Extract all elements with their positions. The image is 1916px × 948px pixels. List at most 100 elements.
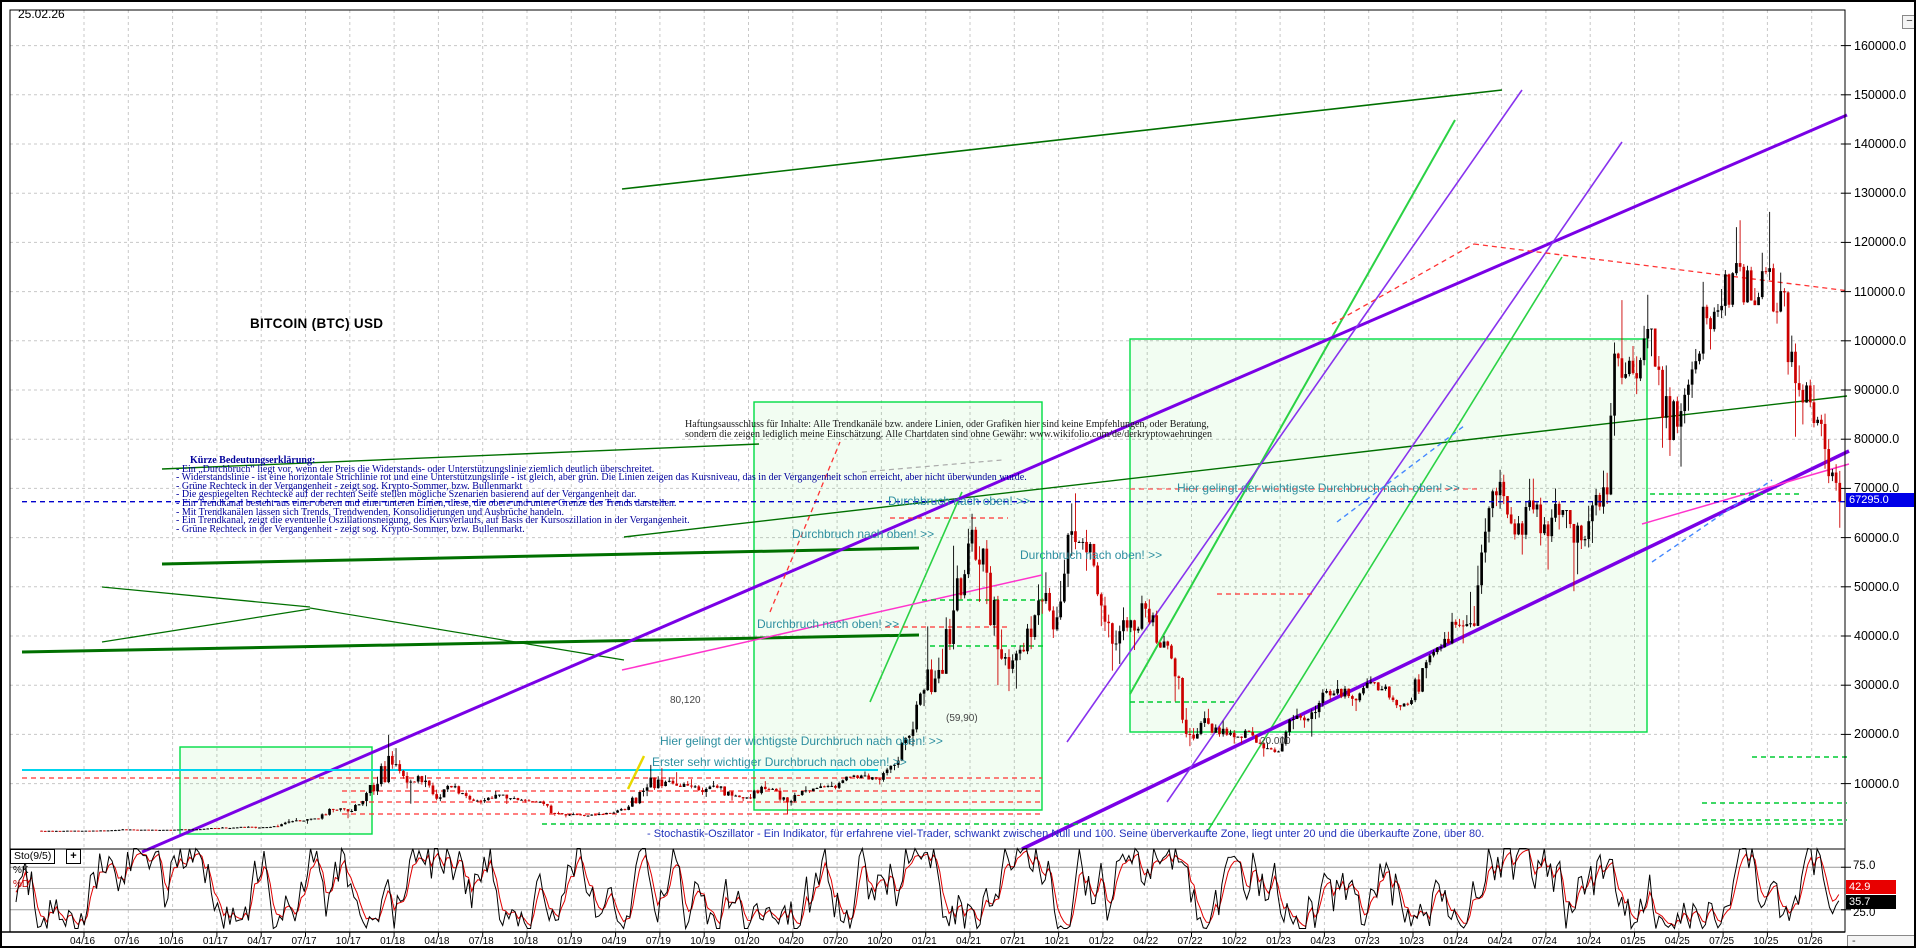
x-axis-label: 07/24 bbox=[1531, 936, 1557, 947]
stochastic-settings-button[interactable]: Sto(9/5) bbox=[10, 849, 56, 864]
trend-line bbox=[1206, 256, 1563, 833]
legend-block: Kürze Bedeutungserklärung: - Ein „Durchb… bbox=[176, 455, 1027, 535]
price-axis-label: 150000.0 bbox=[1854, 87, 1907, 102]
trend-line bbox=[1129, 119, 1456, 695]
legend-item: - Grüne Rechteck in der Vergangenheit - … bbox=[176, 523, 525, 535]
trend-line bbox=[161, 546, 920, 566]
stochastic-upper-level-label: 75.0 bbox=[1853, 860, 1876, 872]
legend-item: - Ein „Durchbruch“ liegt vor, wenn der P… bbox=[176, 463, 655, 475]
price-axis-label: 20000.0 bbox=[1854, 727, 1900, 742]
price-axis-label: 90000.0 bbox=[1854, 383, 1900, 397]
trend-line bbox=[1641, 463, 1850, 525]
trend-line bbox=[1066, 89, 1523, 743]
date-label: 25.02.26 bbox=[18, 7, 65, 21]
trend-line bbox=[1166, 141, 1623, 803]
x-axis-label: 01/19 bbox=[557, 936, 583, 947]
x-axis-label: 04/17 bbox=[247, 936, 273, 947]
price-axis-label: 50000.0 bbox=[1854, 579, 1900, 594]
legend-item: - Die gespiegelten Rechtecke auf der rec… bbox=[176, 489, 637, 501]
x-axis-label: 04/21 bbox=[956, 936, 982, 947]
x-axis-label: 07/21 bbox=[1000, 936, 1026, 947]
price-axis-label: 130000.0 bbox=[1854, 186, 1907, 201]
breakout-annotation: Durchbruch nach oben! >> bbox=[888, 494, 1031, 508]
trend-line bbox=[1473, 243, 1850, 292]
x-axis-label: 04/19 bbox=[601, 936, 627, 947]
current-price-badge: 67295.0 bbox=[1846, 493, 1914, 507]
price-axis-label: 120000.0 bbox=[1854, 235, 1907, 250]
trend-line bbox=[141, 113, 1848, 854]
x-axis-label: 01/22 bbox=[1088, 936, 1114, 947]
x-axis-label: 10/17 bbox=[335, 936, 361, 947]
trend-line bbox=[861, 459, 1003, 473]
x-axis-label: 10/25 bbox=[1753, 936, 1779, 947]
trend-line bbox=[626, 755, 646, 790]
breakout-annotation: Hier gelingt der wichtigste Durchbruch n… bbox=[1177, 481, 1460, 495]
trend-line bbox=[621, 89, 1503, 190]
axis-minus-button[interactable]: - bbox=[1847, 935, 1914, 946]
x-axis-label: 04/16 bbox=[70, 936, 96, 947]
page-title: BITCOIN (BTC) USD bbox=[250, 316, 384, 331]
stochastic-k-value-badge: 35.7 bbox=[1846, 895, 1896, 909]
x-axis-label: 10/20 bbox=[867, 936, 893, 947]
breakout-annotation: Erster sehr wichtiger Durchbruch nach ob… bbox=[652, 755, 907, 769]
price-axis-label: 140000.0 bbox=[1854, 137, 1907, 151]
x-axis-label: 04/23 bbox=[1310, 936, 1336, 947]
x-axis-label: 10/19 bbox=[690, 936, 716, 947]
x-axis-label: 07/17 bbox=[291, 936, 317, 947]
x-axis-label: 01/21 bbox=[911, 936, 937, 947]
legend-item: - Ein Trendkanal, zeigt die eventuelle O… bbox=[176, 515, 690, 527]
krypto-sommer-rectangle bbox=[1129, 338, 1648, 733]
trend-line bbox=[101, 586, 311, 608]
legend-title: Kürze Bedeutungserklärung: bbox=[190, 455, 316, 466]
x-axis-label: 04/20 bbox=[778, 936, 804, 947]
breakout-annotation: Durchbruch nach oben! >> bbox=[792, 527, 935, 541]
x-axis-label: 07/22 bbox=[1177, 936, 1203, 947]
x-axis-label: 04/25 bbox=[1664, 936, 1690, 947]
trend-line bbox=[1331, 243, 1475, 325]
chart-measure-label: (59,90) bbox=[946, 713, 978, 724]
breakout-annotation: Hier gelingt der wichtigste Durchbruch n… bbox=[660, 734, 943, 748]
x-axis-label: 07/25 bbox=[1709, 936, 1735, 947]
krypto-sommer-rectangle bbox=[179, 746, 373, 835]
disclaimer-line1: Haftungsausschluss für Inhalte: Alle Tre… bbox=[685, 419, 1209, 430]
trend-line bbox=[21, 633, 920, 654]
price-axis-label: 10000.0 bbox=[1854, 776, 1900, 791]
collapse-chart-button[interactable]: − bbox=[1902, 15, 1914, 29]
add-indicator-button[interactable]: + bbox=[66, 849, 81, 864]
x-axis-label: 07/19 bbox=[645, 936, 671, 947]
x-axis-label: 07/23 bbox=[1354, 936, 1380, 947]
x-axis-label: 04/22 bbox=[1133, 936, 1159, 947]
stochastic-k-label: %K bbox=[13, 865, 29, 876]
x-axis-label: 01/25 bbox=[1620, 936, 1646, 947]
price-axis-label: 80000.0 bbox=[1854, 432, 1900, 447]
stochastic-d-value-badge: 42.9 bbox=[1846, 880, 1896, 894]
trend-line bbox=[869, 491, 963, 703]
legend-item: - Widerstandslinie - ist eine horizontal… bbox=[176, 472, 1027, 484]
disclaimer-line2: sondern die zeigen lediglich meine Einsc… bbox=[685, 429, 1212, 440]
x-axis-label: 07/20 bbox=[823, 936, 849, 947]
stochastic-description: - Stochastik-Oszillator - Ein Indikator,… bbox=[647, 828, 1485, 840]
price-axis-label: 160000.0 bbox=[1854, 38, 1907, 53]
x-axis-label: 10/22 bbox=[1221, 936, 1247, 947]
chart-measure-label: 20.000 bbox=[1260, 736, 1291, 747]
trend-line bbox=[101, 608, 311, 643]
x-axis-label: 01/24 bbox=[1443, 936, 1469, 947]
x-axis-label: 01/20 bbox=[734, 936, 760, 947]
price-axis-label: 30000.0 bbox=[1854, 678, 1900, 693]
x-axis-label: 01/17 bbox=[202, 936, 228, 947]
trend-line bbox=[623, 395, 1848, 538]
legend-item: - Grüne Rechteck in der Vergangenheit - … bbox=[176, 480, 523, 492]
x-axis-label: 07/16 bbox=[114, 936, 140, 947]
legend-item: - Ein Trendkanal besteht aus einer obere… bbox=[176, 497, 677, 509]
price-axis-label: 110000.0 bbox=[1854, 284, 1906, 299]
x-axis-label: 10/16 bbox=[158, 936, 184, 947]
x-axis-label: 04/18 bbox=[424, 936, 450, 947]
breakout-annotation: Durchbruch nach oben! >> bbox=[757, 617, 900, 631]
price-axis-label: 70000.0 bbox=[1854, 481, 1900, 496]
x-axis-label: 01/23 bbox=[1266, 936, 1292, 947]
trend-line bbox=[1021, 449, 1850, 851]
price-axis-label: 40000.0 bbox=[1854, 629, 1900, 643]
x-axis-label: 10/21 bbox=[1044, 936, 1070, 947]
